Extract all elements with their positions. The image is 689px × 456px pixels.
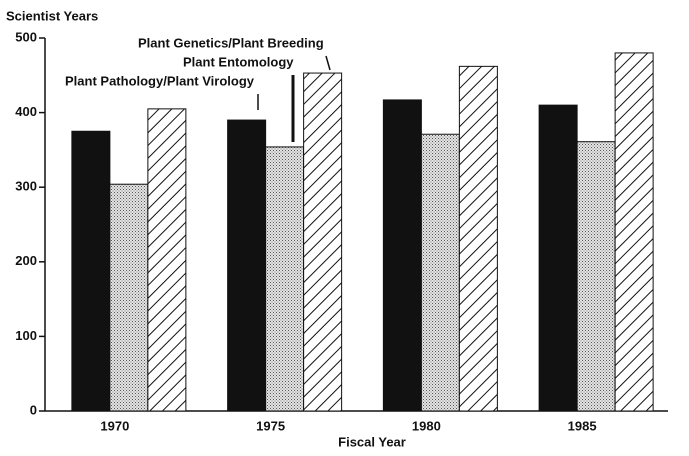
y-tick-label: 500 bbox=[15, 29, 37, 44]
bar bbox=[538, 104, 578, 412]
bar bbox=[71, 130, 111, 412]
bar bbox=[227, 119, 267, 412]
bar bbox=[109, 183, 149, 412]
y-tick-label: 100 bbox=[15, 328, 37, 343]
y-axis-label: Scientist Years bbox=[6, 8, 98, 23]
x-axis-label: Fiscal Year bbox=[338, 434, 406, 449]
series-label: Plant Entomology bbox=[183, 54, 294, 69]
x-tick-label: 1975 bbox=[256, 418, 285, 433]
y-tick-label: 300 bbox=[15, 179, 37, 194]
bar bbox=[382, 99, 422, 412]
y-tick-label: 200 bbox=[15, 253, 37, 268]
y-tick-label: 400 bbox=[15, 104, 37, 119]
bar bbox=[420, 133, 460, 412]
bar bbox=[147, 108, 187, 412]
series-label: Plant Pathology/Plant Virology bbox=[65, 73, 255, 88]
bar bbox=[458, 65, 498, 412]
bar bbox=[614, 52, 654, 412]
bar bbox=[265, 146, 305, 412]
leader-line bbox=[325, 55, 331, 71]
x-tick-label: 1985 bbox=[568, 418, 597, 433]
series-label: Plant Genetics/Plant Breeding bbox=[138, 35, 324, 50]
y-tick-label: 0 bbox=[30, 402, 37, 417]
x-tick-label: 1970 bbox=[100, 418, 129, 433]
bar bbox=[576, 141, 616, 412]
x-tick-label: 1980 bbox=[412, 418, 441, 433]
bar bbox=[303, 72, 343, 412]
